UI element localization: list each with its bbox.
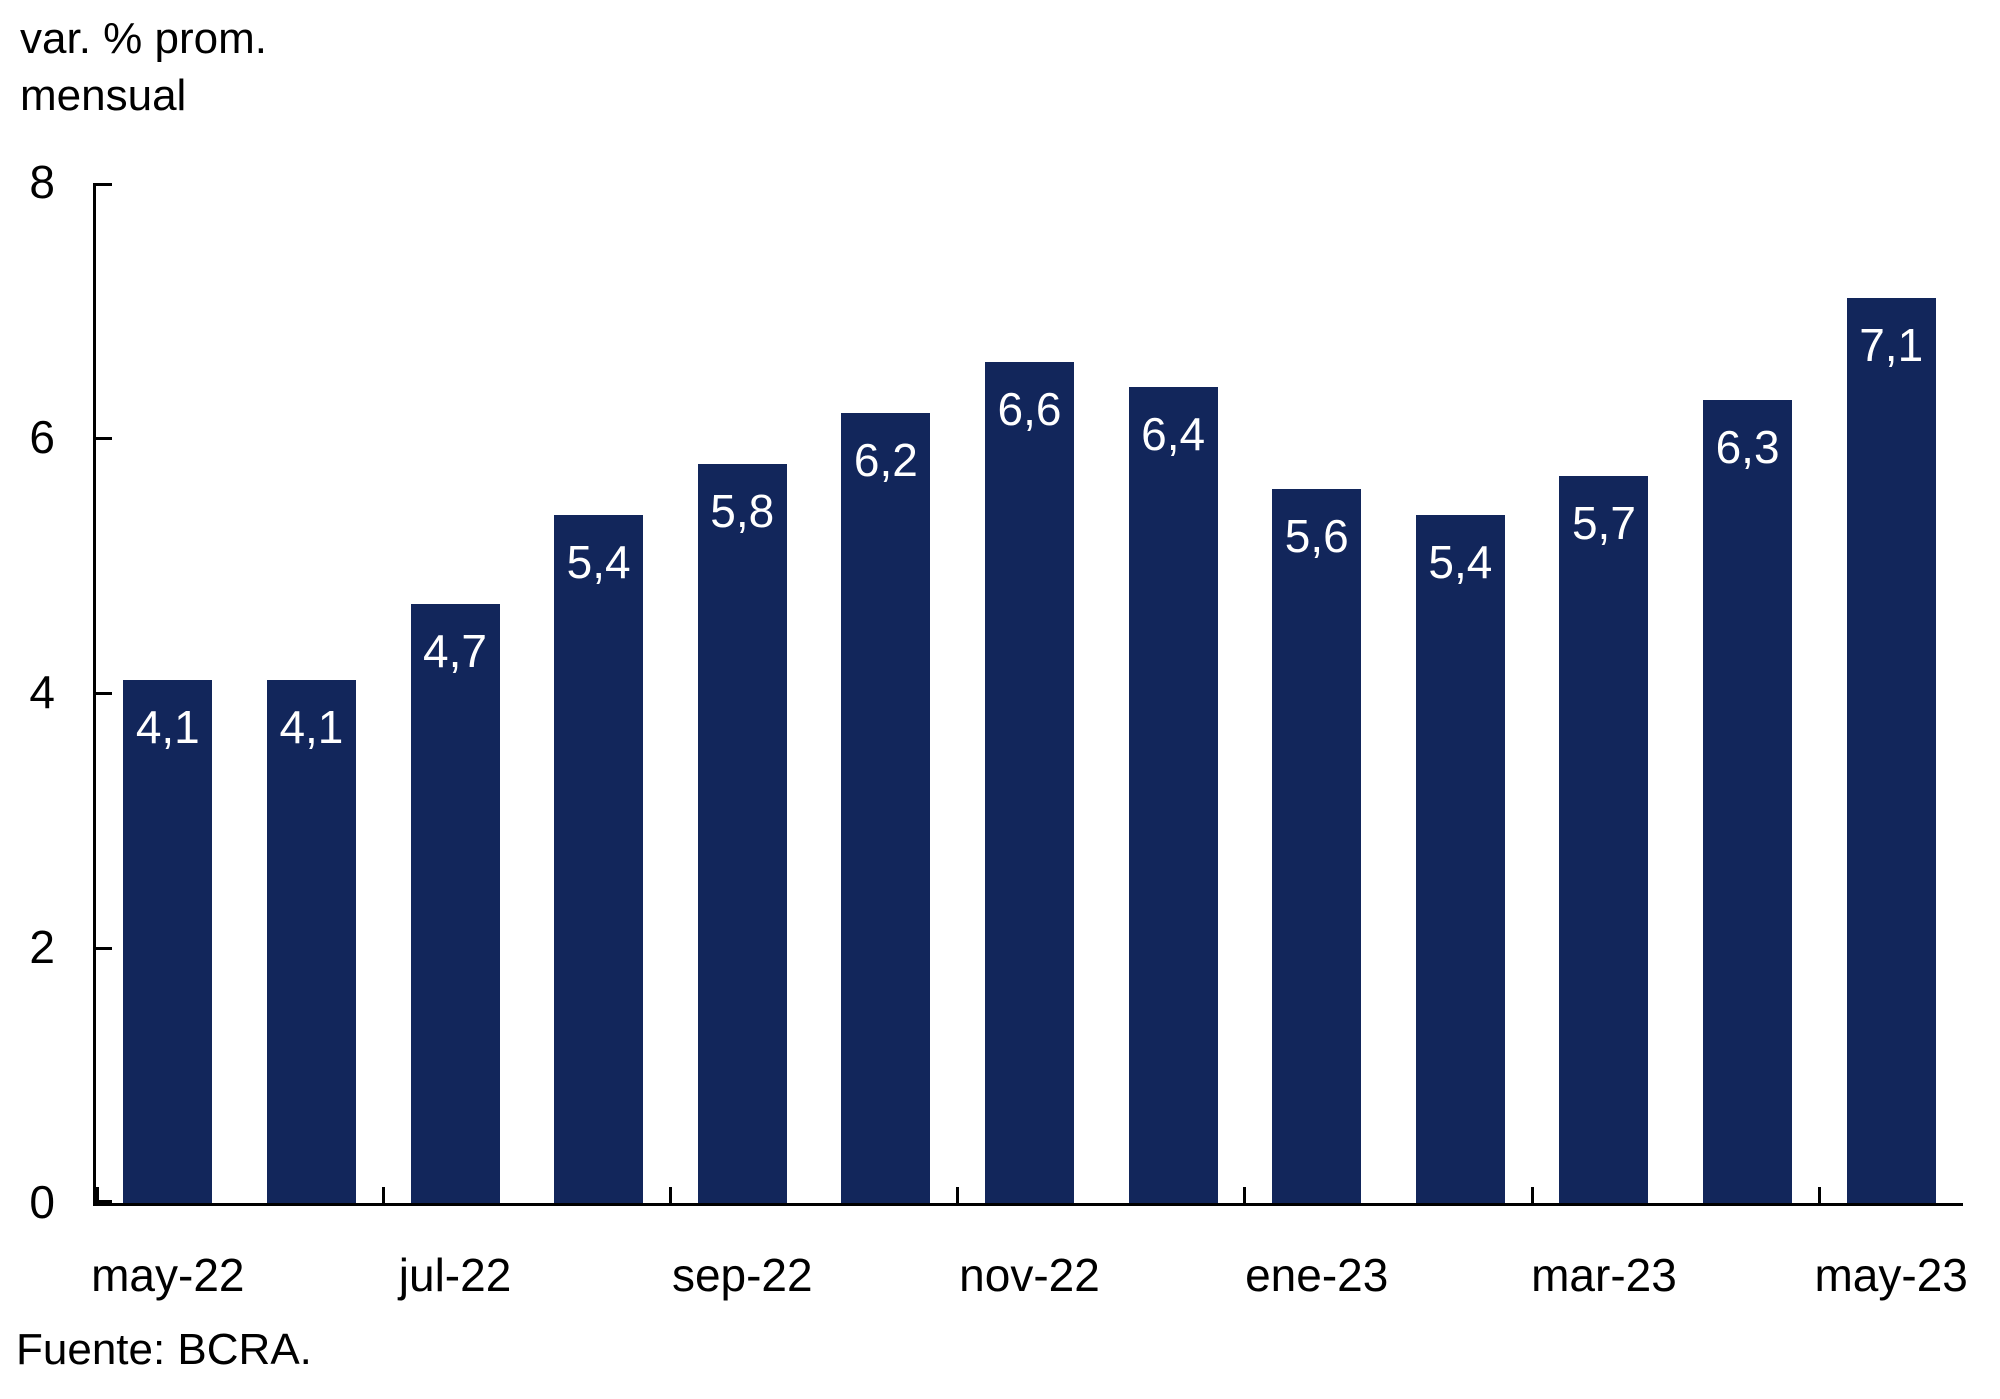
x-axis-tick-label: nov-22: [959, 1249, 1100, 1301]
y-axis-tick-label: 6: [29, 411, 55, 463]
bar-2: [266, 680, 356, 1203]
x-axis-tick-label: ene-23: [1245, 1249, 1389, 1301]
y-axis-tick: [96, 1200, 112, 1203]
bar-5: [697, 463, 787, 1203]
y-axis-title-line2: mensual: [20, 71, 187, 120]
x-axis-tick: [381, 1187, 385, 1203]
bar-value-label: 5,8: [710, 484, 775, 537]
bar-8: [1128, 387, 1218, 1203]
y-axis-title: var. % prom. mensual: [20, 10, 267, 124]
bar-value-label: 6,6: [997, 382, 1062, 435]
y-axis-tick-label: 4: [29, 666, 55, 718]
bar-value-label: 4,7: [423, 624, 487, 677]
y-axis-tick-label: 2: [29, 921, 55, 973]
bar-6: [841, 412, 931, 1203]
y-axis-tick: [96, 183, 112, 186]
x-axis-tick-label: may-23: [1814, 1249, 1968, 1301]
bar-value-label: 5,7: [1571, 497, 1636, 550]
bar-10: [1415, 514, 1505, 1203]
x-axis-tick-label: may-22: [91, 1249, 245, 1301]
bar-value-label: 5,6: [1284, 510, 1349, 562]
bar-value-label: 7,1: [1859, 318, 1924, 371]
bar-13: [1846, 297, 1936, 1203]
bar-3: [410, 603, 500, 1203]
x-axis-tick-label: sep-22: [671, 1249, 813, 1301]
bar-4: [554, 514, 644, 1203]
y-axis-tick-label: 0: [29, 1176, 55, 1228]
source-note: Fuente: BCRA.: [16, 1325, 312, 1374]
bar-value-label: 5,4: [1428, 535, 1493, 588]
bar-7: [985, 361, 1074, 1203]
x-axis-tick: [1243, 1187, 1247, 1203]
y-axis-tick: [96, 691, 112, 695]
bar-9: [1272, 489, 1362, 1203]
bar-value-label: 5,4: [566, 535, 631, 588]
bar-12: [1703, 399, 1793, 1203]
y-axis-tick: [96, 946, 112, 950]
plot-area: 4,1 4,1 4,7 5,4 5,8 6,2 6,6 6,4 5,6 5,4 5,7 6,3 7,1: [93, 183, 1963, 1206]
x-axis-tick-label: mar-23: [1531, 1249, 1677, 1301]
x-axis-tick: [956, 1187, 960, 1203]
bar-1: [123, 680, 213, 1203]
x-axis-tick-label: jul-22: [398, 1249, 512, 1301]
bar-value-label: 6,2: [853, 433, 918, 486]
bar-value-label: 6,4: [1141, 408, 1206, 460]
bar-11: [1559, 476, 1649, 1203]
y-axis-title-line1: var. % prom.: [20, 14, 267, 63]
bar-value-label: 4,1: [135, 701, 200, 754]
bar-value-label: 6,3: [1715, 420, 1780, 473]
x-axis-tick: [1530, 1187, 1534, 1203]
x-axis-tick: [668, 1187, 672, 1203]
y-axis-tick: [96, 436, 112, 440]
bar-value-label: 4,1: [279, 701, 344, 754]
x-axis-tick: [1817, 1187, 1821, 1203]
y-axis-tick-label: 8: [29, 156, 55, 208]
x-axis-tick: [96, 1187, 99, 1203]
